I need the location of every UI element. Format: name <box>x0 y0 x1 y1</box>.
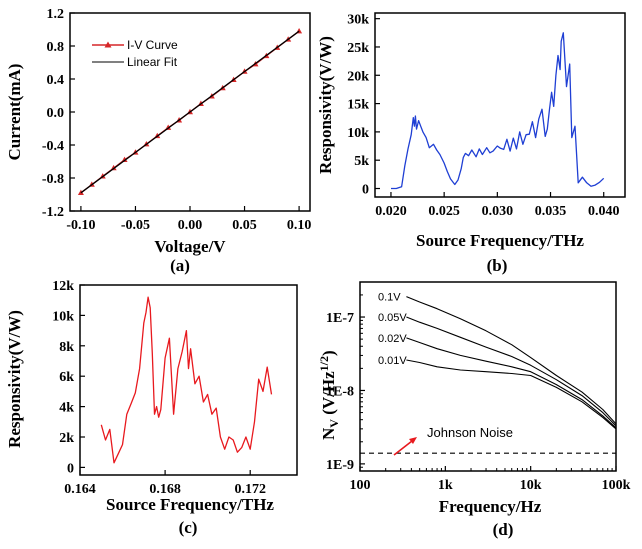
y-tick-label: 0.8 <box>47 40 65 55</box>
x-tick-label: 0.00 <box>178 218 203 233</box>
x-tick-label: 0.025 <box>428 204 460 219</box>
y-tick-label: 0 <box>362 183 369 198</box>
x-tick-label: 100 <box>350 478 371 493</box>
x-tick-label: 0.05 <box>232 218 257 233</box>
panel-b-xlabel: Source Frequency/THz <box>416 231 584 250</box>
panel-d-plot-frame <box>360 282 616 471</box>
panel-a-label: (a) <box>170 256 190 275</box>
x-tick-label: 10k <box>520 478 542 493</box>
y-tick-label: 12k <box>52 279 74 294</box>
series-line-linear-fit <box>81 31 299 193</box>
panel-b-label: (b) <box>487 256 508 275</box>
y-tick-label: 10k <box>347 126 369 141</box>
legend-linear-fit-label: Linear Fit <box>127 55 178 69</box>
panel-b-ylabel: Responsivity(V/W) <box>316 36 335 174</box>
x-tick-label: -0.05 <box>121 218 150 233</box>
y-tick-label: 30k <box>347 13 369 28</box>
panel-c-marks <box>101 297 271 463</box>
panel-c-ylabel: Responsivity(V/W) <box>5 310 24 448</box>
y-tick-label: 1E-7 <box>326 311 354 326</box>
series-line-0-05v <box>406 317 616 426</box>
series-line-0-1v <box>406 297 616 424</box>
panel-d-label: (d) <box>493 520 514 539</box>
y-tick-label: 6k <box>59 370 74 385</box>
panel-a-xlabel: Voltage/V <box>154 237 226 256</box>
x-tick-label: 0.035 <box>535 204 567 219</box>
panel-c-xlabel: Source Frequency/THz <box>106 495 274 514</box>
johnson-noise-label: Johnson Noise <box>427 425 513 440</box>
legend-iv-curve-label: I-V Curve <box>127 38 178 52</box>
series-line-panel-c <box>101 297 271 463</box>
panel-a-iv-curve: -0.10 -0.05 0.00 0.05 0.10 -1.2 -0.8 -0.4 0.0 0.4… <box>5 7 311 275</box>
panel-a-marks <box>78 28 302 195</box>
x-tick-label: 0.164 <box>64 482 96 497</box>
y-tick-label: -0.8 <box>42 172 64 187</box>
x-tick-label: 0.030 <box>482 204 514 219</box>
curve-label: 0.1V <box>378 292 401 304</box>
y-tick-label: 8k <box>59 340 74 355</box>
curve-label: 0.02V <box>378 333 407 345</box>
x-tick-label: 0.040 <box>588 204 620 219</box>
series-line-0-02v <box>406 338 616 428</box>
panel-b-responsivity-low: 0.020 0.025 0.030 0.035 0.040 0 5k 10k 15k 20k 25k… <box>316 13 625 275</box>
x-tick-label: -0.10 <box>66 218 95 233</box>
y-tick-label: 5k <box>354 154 369 169</box>
panel-b-ticks: 0.020 0.025 0.030 0.035 0.040 0 5k 10k 15k 20k 25k… <box>347 13 619 219</box>
curve-label: 0.01V <box>378 355 407 367</box>
panel-a-ylabel: Current(mA) <box>5 64 24 161</box>
x-tick-label: 0.020 <box>375 204 407 219</box>
y-tick-label: 0.4 <box>47 73 65 88</box>
y-tick-label: 0 <box>67 461 74 476</box>
x-tick-label: 1k <box>438 478 453 493</box>
series-line-panel-b <box>391 33 604 189</box>
y-tick-label: 10k <box>52 309 74 324</box>
y-tick-label: 20k <box>347 69 369 84</box>
panel-b-plot-frame <box>375 13 625 197</box>
panel-c-label: (c) <box>179 518 198 537</box>
y-tick-label: 15k <box>347 98 369 113</box>
y-tick-label: 4k <box>59 401 74 416</box>
y-tick-label: -1.2 <box>42 205 64 220</box>
panel-d-xlabel: Frequency/Hz <box>439 497 542 516</box>
curve-label: 0.05V <box>378 312 407 324</box>
x-tick-label: 100k <box>602 478 631 493</box>
y-tick-label: 1E-9 <box>326 458 354 473</box>
y-tick-label: 2k <box>59 431 74 446</box>
panel-b-marks <box>391 33 604 189</box>
panel-a-legend: I-V Curve Linear Fit <box>92 38 178 69</box>
y-tick-label: -0.4 <box>42 139 64 154</box>
y-tick-label: 25k <box>347 41 369 56</box>
panel-d-ylabel: NV (V/Hz1/2) <box>317 350 341 440</box>
y-tick-label: 1.2 <box>47 7 65 22</box>
x-tick-label: 0.10 <box>287 218 312 233</box>
y-tick-label: 0.0 <box>47 106 65 121</box>
